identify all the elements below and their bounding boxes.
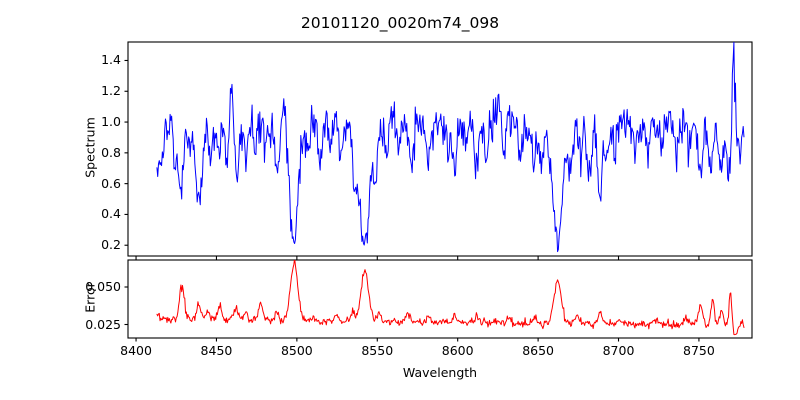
spectrum-panel-y-tick-label: 0.4 — [101, 206, 121, 222]
error-y-axis-label: Error — [82, 282, 98, 313]
x-tick-label: 8400 — [120, 343, 152, 358]
x-axis-label: Wavelength — [402, 365, 478, 380]
x-tick-label: 8450 — [200, 343, 233, 358]
spectrum-panel — [124, 41, 753, 260]
spectrum-panel-y-tick-label: 1.0 — [101, 114, 121, 130]
spectrum-panel-trace — [156, 42, 745, 253]
spectrum-panel-y-tick-label: 1.4 — [101, 52, 121, 68]
x-tick-label: 8500 — [280, 343, 313, 358]
error-panel — [124, 259, 753, 342]
error-panel-frame — [127, 259, 753, 339]
spectrum-panel-y-tick-label: 0.6 — [101, 175, 121, 191]
spectrum-panel-frame — [127, 41, 753, 257]
spectrum-panel-y-tick-label: 0.8 — [101, 144, 121, 160]
error-panel-trace — [156, 260, 745, 336]
spectrum-y-axis-label: Spectrum — [82, 117, 98, 178]
x-tick-label: 8700 — [602, 343, 635, 358]
error-panel-y-tick-label: 0.025 — [85, 316, 121, 332]
x-tick-label: 8550 — [361, 343, 394, 358]
x-tick-label: 8600 — [441, 343, 474, 358]
spectrum-panel-y-tick-label: 0.2 — [101, 237, 121, 253]
spectrum-panel-y-tick-label: 1.2 — [101, 83, 121, 99]
x-tick-label: 8750 — [683, 343, 715, 358]
error-panel-y-tick-label: 0.050 — [85, 279, 121, 294]
page-title: 20101120_0020m74_098 — [300, 14, 500, 32]
x-tick-label: 8650 — [522, 343, 554, 358]
